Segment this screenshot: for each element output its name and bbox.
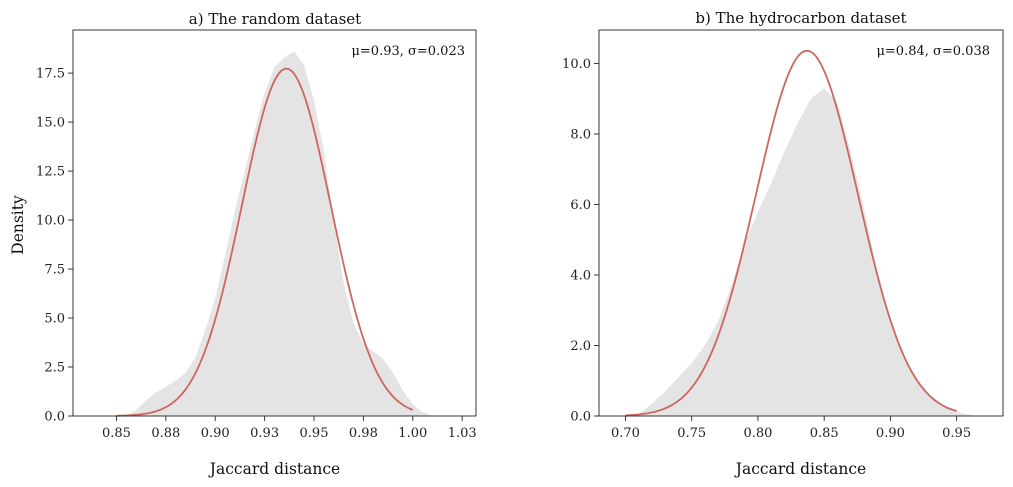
x-tick-label: 1.03: [448, 426, 477, 441]
kde-density-area: [625, 88, 977, 416]
kde-density-area: [126, 51, 433, 417]
plot-area-random: [116, 51, 433, 417]
x-axis-random: 0.85 0.88 0.90 0.93 0.95 0.98 1.00 1.03: [102, 416, 477, 441]
stats-annotation: μ=0.84, σ=0.038: [876, 44, 990, 59]
y-tick-label: 0.0: [44, 410, 65, 425]
x-tick-label: 0.95: [300, 426, 329, 441]
stats-annotation: μ=0.93, σ=0.023: [351, 44, 465, 59]
y-tick-label: 5.0: [44, 312, 65, 327]
y-tick-label: 2.5: [44, 361, 65, 376]
y-axis-hydrocarbon: 0.0 2.0 4.0 6.0 8.0 10.0: [562, 57, 599, 425]
x-tick-label: 0.88: [151, 426, 180, 441]
normal-fit-line: [116, 67, 414, 417]
panel-hydrocarbon: b) The hydrocarbon dataset μ=0.84, σ=0.0…: [562, 9, 1004, 478]
x-tick-label: 1.00: [398, 426, 427, 441]
y-tick-label: 10.0: [36, 214, 65, 229]
x-tick-label: 0.98: [349, 426, 378, 441]
x-tick-label: 0.95: [942, 426, 971, 441]
x-tick-label: 0.90: [876, 426, 905, 441]
x-tick-label: 0.80: [743, 426, 772, 441]
y-tick-label: 12.5: [36, 165, 65, 180]
x-tick-label: 0.93: [250, 426, 279, 441]
chart-title: b) The hydrocarbon dataset: [695, 9, 906, 27]
y-tick-label: 4.0: [570, 268, 591, 283]
y-tick-label: 15.0: [36, 116, 65, 131]
y-tick-label: 6.0: [570, 198, 591, 213]
plot-area-hydrocarbon: [625, 49, 977, 417]
y-tick-label: 2.0: [570, 339, 591, 354]
x-tick-label: 0.85: [810, 426, 839, 441]
y-tick-label: 8.0: [570, 127, 591, 142]
y-tick-label: 10.0: [562, 57, 591, 72]
panel-random: a) The random dataset μ=0.93, σ=0.023 0.…: [9, 10, 477, 478]
axes-frame: [598, 29, 1004, 417]
y-tick-label: 7.5: [44, 263, 65, 278]
x-tick-label: 0.85: [102, 426, 131, 441]
x-axis-label: Jaccard distance: [208, 460, 340, 478]
axes-frame: [72, 29, 477, 417]
y-axis-random: 0.0 2.5 5.0 7.5 10.0 12.5 15.0 17.5: [36, 67, 73, 425]
chart-title: a) The random dataset: [189, 10, 361, 28]
y-axis-label: Density: [9, 195, 27, 255]
x-tick-label: 0.70: [611, 426, 640, 441]
x-axis-label: Jaccard distance: [734, 460, 866, 478]
x-tick-label: 0.75: [677, 426, 706, 441]
x-axis-hydrocarbon: 0.70 0.75 0.80 0.85 0.90 0.95: [611, 416, 971, 441]
normal-fit-line: [625, 49, 957, 417]
x-tick-label: 0.90: [201, 426, 230, 441]
y-tick-label: 17.5: [36, 67, 65, 82]
y-tick-label: 0.0: [570, 410, 591, 425]
